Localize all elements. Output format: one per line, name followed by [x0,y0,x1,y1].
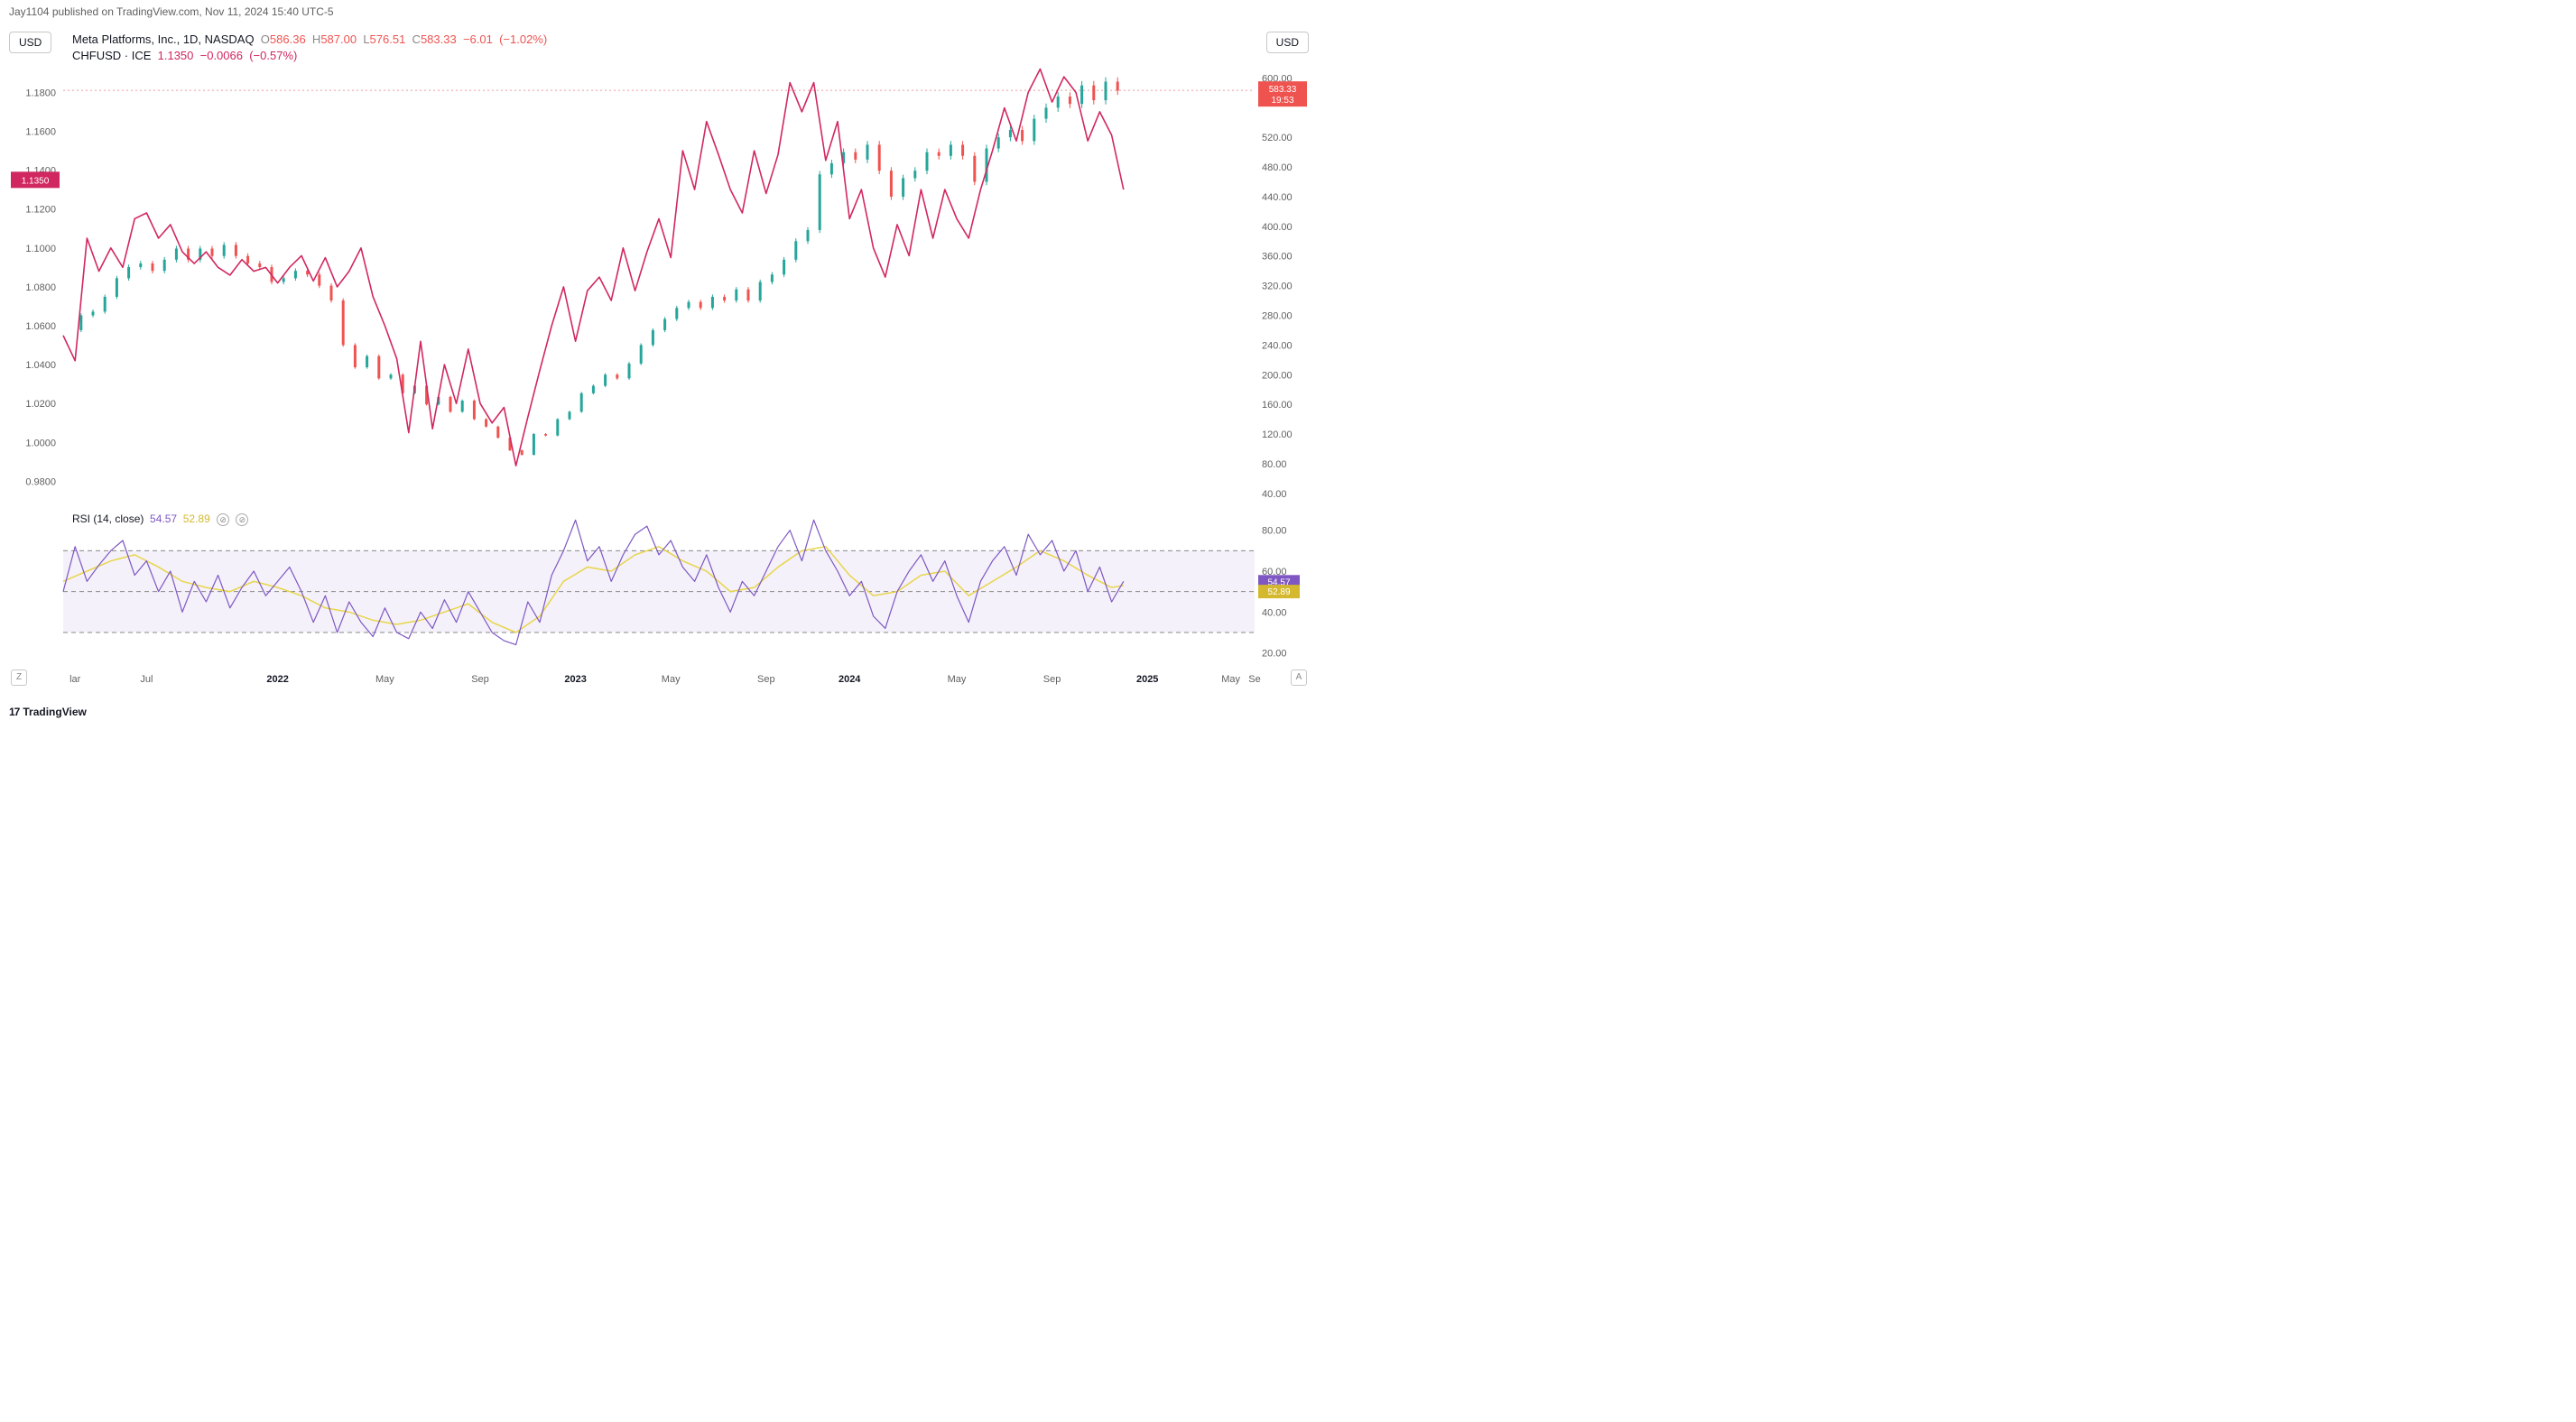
svg-text:320.00: 320.00 [1262,282,1293,292]
svg-text:400.00: 400.00 [1262,222,1293,233]
timezone-button[interactable]: Z [11,669,27,686]
svg-text:1.1200: 1.1200 [25,205,56,216]
legend-row-meta[interactable]: Meta Platforms, Inc., 1D, NASDAQ O586.36… [72,32,547,48]
svg-text:Sep: Sep [757,674,775,685]
svg-text:Jul: Jul [140,674,153,685]
rsi-pane[interactable]: 20.0040.0060.0080.0054.5752.89 [63,510,1255,663]
svg-text:440.00: 440.00 [1262,192,1293,203]
svg-text:1.0200: 1.0200 [25,399,56,410]
svg-text:0.9800: 0.9800 [25,476,56,487]
currency-button-right[interactable]: USD [1266,32,1309,53]
footer-brand: 17TradingView [9,706,87,718]
svg-text:160.00: 160.00 [1262,400,1293,411]
symbol-label: CHFUSD · ICE [72,49,151,62]
svg-text:80.00: 80.00 [1262,526,1287,537]
svg-text:Sep: Sep [1043,674,1061,685]
svg-text:2025: 2025 [1136,674,1158,685]
svg-text:20.00: 20.00 [1262,649,1287,660]
legend-row-chfusd[interactable]: CHFUSD · ICE 1.1350 −0.0066 (−0.57%) [72,48,547,64]
svg-text:480.00: 480.00 [1262,162,1293,173]
svg-text:1.0400: 1.0400 [25,360,56,371]
tradingview-logo-icon: 17 [9,706,19,718]
svg-text:120.00: 120.00 [1262,429,1293,440]
svg-text:80.00: 80.00 [1262,459,1287,470]
main-price-pane[interactable]: 0.98001.00001.02001.04001.06001.08001.10… [63,63,1255,501]
symbol-label: Meta Platforms, Inc., 1D, NASDAQ [72,32,255,46]
svg-text:2024: 2024 [839,674,861,685]
auto-scale-button[interactable]: A [1291,669,1307,686]
svg-text:280.00: 280.00 [1262,310,1293,321]
svg-text:40.00: 40.00 [1262,489,1287,500]
svg-text:1.1000: 1.1000 [25,244,56,254]
svg-text:40.00: 40.00 [1262,607,1287,618]
chart-legend: Meta Platforms, Inc., 1D, NASDAQ O586.36… [72,32,547,64]
svg-text:360.00: 360.00 [1262,252,1293,263]
svg-text:520.00: 520.00 [1262,133,1293,143]
svg-text:1.0600: 1.0600 [25,321,56,332]
svg-text:1.0800: 1.0800 [25,282,56,293]
svg-text:May: May [375,674,394,685]
svg-text:Se: Se [1248,674,1260,685]
svg-text:19:53: 19:53 [1271,96,1293,106]
time-axis[interactable]: lar Jul 2022 May Sep 2023 May Sep 2024 May Sep 2025… [63,668,1255,690]
svg-text:1.1600: 1.1600 [25,126,56,137]
svg-text:200.00: 200.00 [1262,370,1293,381]
svg-text:583.33: 583.33 [1269,85,1297,95]
svg-text:2023: 2023 [564,674,586,685]
svg-text:240.00: 240.00 [1262,340,1293,351]
svg-text:May: May [948,674,967,685]
byline: Jay1104 published on TradingView.com, No… [9,5,334,18]
svg-text:May: May [662,674,681,685]
svg-text:1.1800: 1.1800 [25,88,56,98]
currency-button-left[interactable]: USD [9,32,51,53]
svg-text:2022: 2022 [266,674,288,685]
svg-text:lar: lar [69,674,81,685]
svg-text:1.1350: 1.1350 [22,176,50,186]
svg-text:Sep: Sep [471,674,489,685]
svg-text:52.89: 52.89 [1267,587,1290,597]
chart-container: Jay1104 published on TradingView.com, No… [0,0,1318,722]
svg-text:1.0000: 1.0000 [25,438,56,448]
svg-text:May: May [1221,674,1240,685]
